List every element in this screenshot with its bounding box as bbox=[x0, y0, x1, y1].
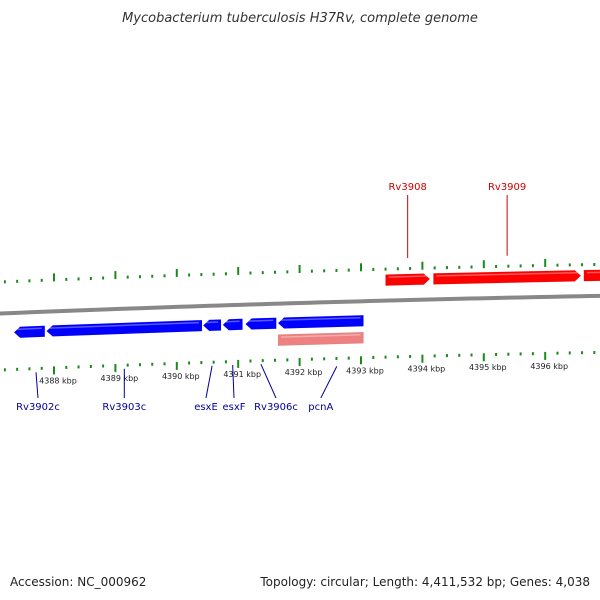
gene-highlight bbox=[388, 275, 427, 278]
tick-row-upper bbox=[3, 258, 596, 284]
gene-highlight bbox=[281, 316, 361, 321]
tick-label: 4393 kbp bbox=[346, 366, 384, 375]
tick-label: 4389 kbp bbox=[101, 374, 139, 383]
map-title: Mycobacterium tuberculosis H37Rv, comple… bbox=[122, 11, 478, 26]
tick-label: 4388 kbp bbox=[39, 376, 77, 385]
accession-text: Accession: NC_000962 bbox=[10, 575, 146, 589]
gene-feature-rv3906c[interactable] bbox=[245, 317, 277, 330]
tick-label: 4390 kbp bbox=[162, 372, 200, 381]
tick-label: 4392 kbp bbox=[285, 368, 323, 377]
gene-leader-line bbox=[320, 366, 338, 399]
tick-label: 4395 kbp bbox=[469, 363, 507, 372]
gene-highlight bbox=[281, 333, 361, 338]
gene-label-rv3909[interactable]: Rv3909 bbox=[488, 182, 526, 193]
gene-highlight bbox=[17, 327, 42, 331]
gene-leader-line bbox=[232, 365, 235, 399]
tick-label: 4391 kbp bbox=[223, 370, 261, 379]
gene-label-rv3903c[interactable]: Rv3903c bbox=[102, 402, 146, 413]
gene-highlight bbox=[248, 319, 274, 322]
gene-feature-rv3902c[interactable] bbox=[13, 325, 46, 338]
gene-features bbox=[13, 269, 600, 346]
gene-feature-rv3908[interactable] bbox=[385, 273, 431, 286]
gene-label-rv3902c[interactable]: Rv3902c bbox=[16, 402, 60, 413]
gene-feature[interactable] bbox=[583, 269, 600, 282]
gene-leader-line bbox=[35, 372, 39, 399]
gene-feature[interactable] bbox=[277, 314, 364, 329]
tick-row-lower bbox=[3, 350, 596, 375]
tick-labels: 4388 kbp 4389 kbp 4390 kbp 4391 kbp 4392 kbp… bbox=[39, 362, 568, 385]
genome-summary-text: Topology: circular; Length: 4,411,532 bp… bbox=[259, 575, 590, 589]
gene-highlight bbox=[225, 320, 240, 323]
gene-label-pcna[interactable]: pcnA bbox=[308, 402, 333, 413]
tick-label: 4394 kbp bbox=[408, 365, 446, 374]
gene-label-rv3906c[interactable]: Rv3906c bbox=[254, 402, 298, 413]
gene-label-esxe[interactable]: esxE bbox=[194, 402, 218, 413]
genome-backbone bbox=[0, 293, 600, 316]
gene-highlight bbox=[49, 321, 200, 329]
gene-leader-line bbox=[260, 363, 277, 399]
gene-feature-esxf[interactable] bbox=[222, 318, 243, 331]
gene-labels: Rv3902c Rv3903c esxE esxF Rv3906c pcnA Rv3908 R… bbox=[16, 182, 526, 413]
gene-label-rv3908[interactable]: Rv3908 bbox=[388, 182, 426, 193]
gene-feature-rv3909[interactable] bbox=[433, 270, 582, 285]
gene-highlight bbox=[436, 271, 578, 277]
gene-highlight bbox=[586, 271, 600, 274]
gene-feature-pcna[interactable] bbox=[277, 331, 364, 346]
gene-feature-esxe[interactable] bbox=[202, 319, 222, 332]
gene-feature-rv3903c[interactable] bbox=[46, 319, 203, 337]
gene-highlight bbox=[206, 321, 219, 324]
gene-leader-line bbox=[205, 365, 213, 399]
gene-label-esxf[interactable]: esxF bbox=[222, 402, 245, 413]
tick-label: 4396 kbp bbox=[530, 362, 568, 371]
